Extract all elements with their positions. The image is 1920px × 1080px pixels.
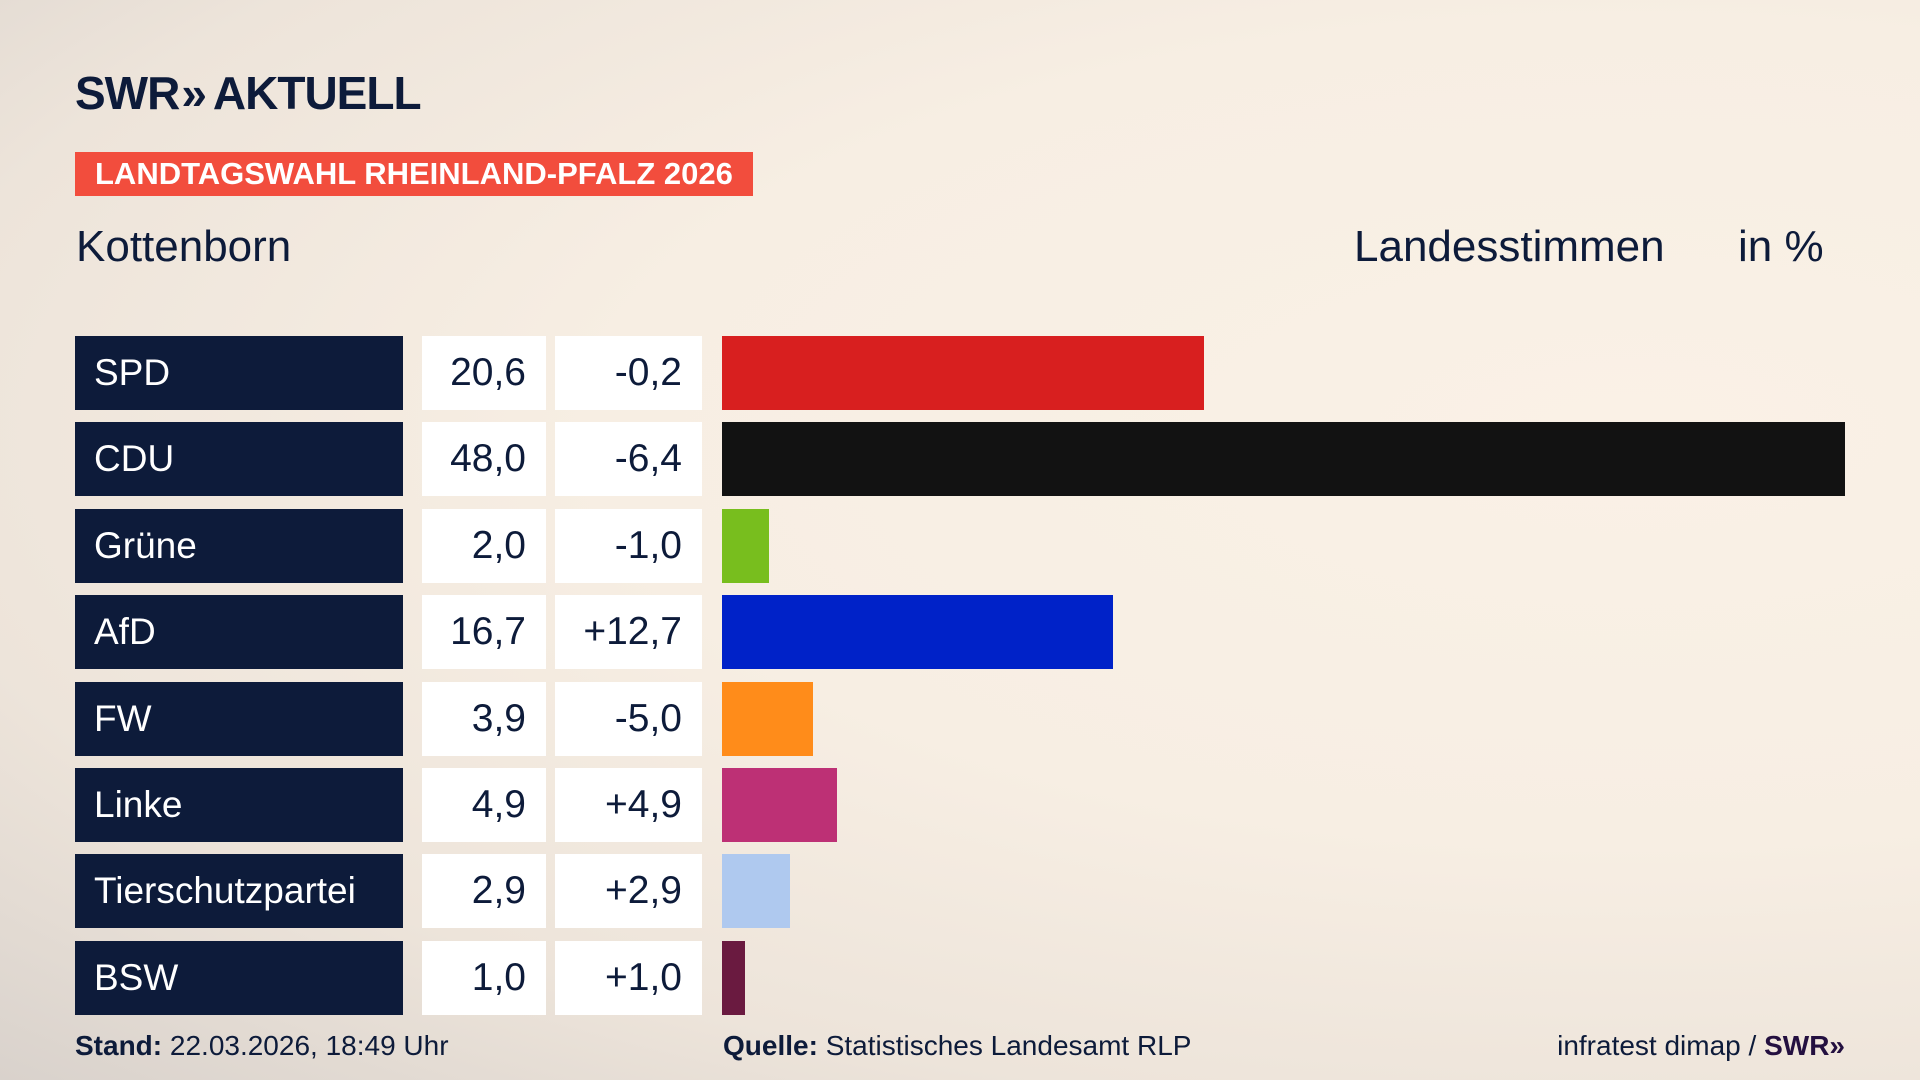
result-row: AfD 16,7 +12,7 (0, 595, 1920, 670)
credit: infratest dimap / SWR» (1557, 1030, 1845, 1062)
value-label: 3,9 (422, 681, 546, 756)
credit-text: infratest dimap / (1557, 1030, 1757, 1061)
result-row: SPD 20,6 -0,2 (0, 336, 1920, 410)
bar (722, 336, 1204, 410)
change-label: -5,0 (555, 681, 702, 756)
result-row: Tierschutzpartei 2,9 +2,9 (0, 854, 1920, 929)
party-label: FW (75, 681, 403, 756)
value-label: 2,9 (422, 854, 546, 929)
swr-aktuell-logo: SWR » AKTUELL (75, 67, 422, 119)
bar (722, 854, 790, 929)
vote-type: Landesstimmen (1354, 222, 1665, 271)
change-label: -0,2 (555, 336, 702, 410)
unit-label: in % (1738, 222, 1824, 271)
party-label: BSW (75, 940, 403, 1015)
party-label: Grüne (75, 508, 403, 583)
party-label: Tierschutzpartei (75, 854, 403, 929)
place-name: Kottenborn (76, 222, 292, 271)
result-row: FW 3,9 -5,0 (0, 681, 1920, 756)
swr-small-logo: SWR» (1764, 1030, 1845, 1061)
result-row: Grüne 2,0 -1,0 (0, 508, 1920, 583)
party-label: AfD (75, 595, 403, 670)
logo-aktuell: AKTUELL (212, 67, 422, 119)
value-label: 48,0 (422, 422, 546, 497)
stand-value: 22.03.2026, 18:49 Uhr (169, 1030, 449, 1061)
change-label: +1,0 (555, 940, 702, 1015)
change-label: -1,0 (555, 508, 702, 583)
source: Quelle: Statistisches Landesamt RLP (723, 1030, 1191, 1062)
source-label: Quelle: (723, 1030, 818, 1061)
result-row: CDU 48,0 -6,4 (0, 422, 1920, 497)
change-label: +2,9 (555, 854, 702, 929)
result-row: BSW 1,0 +1,0 (0, 940, 1920, 1015)
chevron-icon: » (181, 67, 206, 119)
value-label: 2,0 (422, 508, 546, 583)
party-label: SPD (75, 336, 403, 410)
party-label: Linke (75, 768, 403, 842)
bar (722, 508, 769, 583)
bar (722, 768, 837, 842)
party-label: CDU (75, 422, 403, 497)
bar (722, 681, 814, 756)
source-value: Statistisches Landesamt RLP (825, 1030, 1192, 1061)
change-label: +12,7 (555, 595, 702, 670)
change-label: +4,9 (555, 768, 702, 842)
value-label: 16,7 (422, 595, 546, 670)
bar (722, 595, 1113, 670)
stand-label: Stand: (75, 1030, 163, 1061)
bar (722, 940, 746, 1015)
value-label: 20,6 (422, 336, 546, 410)
value-label: 4,9 (422, 768, 546, 842)
value-label: 1,0 (422, 940, 546, 1015)
result-row: Linke 4,9 +4,9 (0, 768, 1920, 842)
election-banner: LANDTAGSWAHL RHEINLAND-PFALZ 2026 (75, 152, 753, 196)
change-label: -6,4 (555, 422, 702, 497)
bar (722, 422, 1845, 497)
timestamp: Stand: 22.03.2026, 18:49 Uhr (75, 1030, 449, 1062)
logo-swr: SWR (75, 67, 180, 119)
